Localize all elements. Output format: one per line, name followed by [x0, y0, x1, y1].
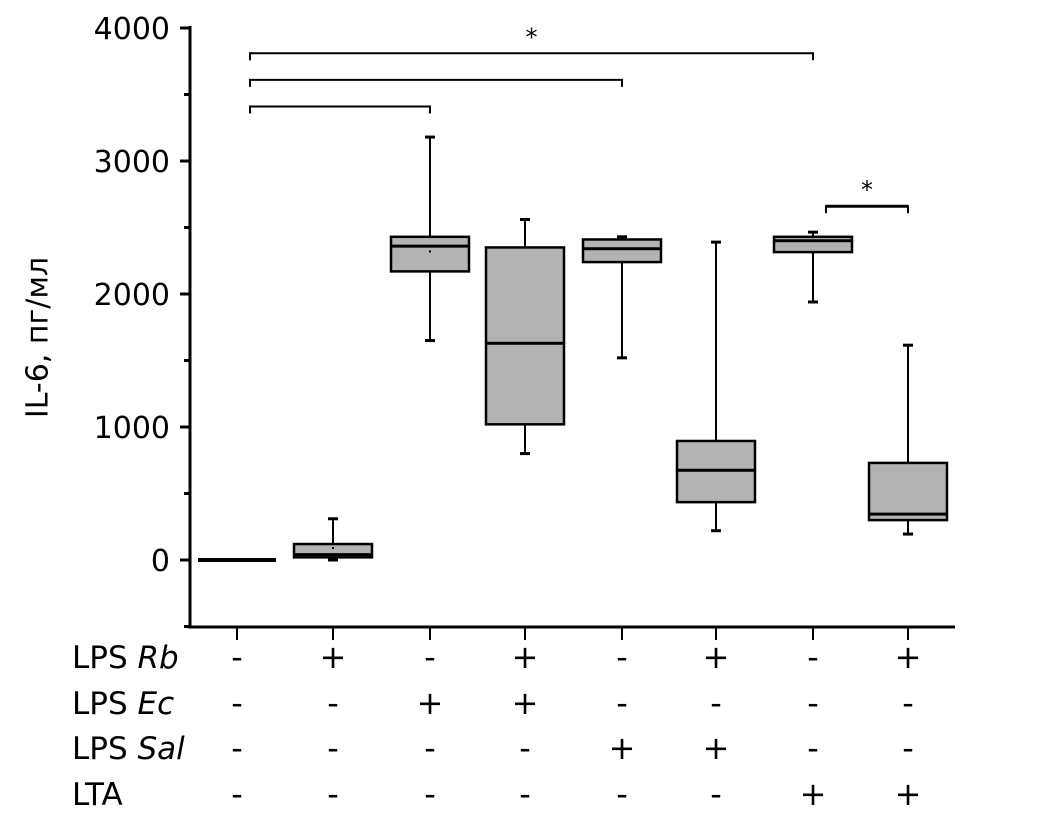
condition-label: LPS Rb: [72, 640, 179, 676]
condition-label: LPS Ec: [72, 686, 174, 722]
condition-sign: +: [894, 638, 922, 676]
condition-sign: -: [807, 638, 819, 676]
condition-sign: -: [327, 684, 339, 722]
condition-sign: +: [511, 638, 539, 676]
condition-prefix: LPS: [72, 731, 138, 767]
condition-sign: -: [327, 775, 339, 813]
condition-sign: +: [416, 684, 444, 722]
box: [389, 235, 471, 273]
y-tick-label: 4000: [94, 12, 170, 47]
y-tick-label: 2000: [94, 278, 170, 313]
condition-sign: -: [231, 775, 243, 813]
y-axis-label: IL-6, пг/мл: [20, 256, 56, 419]
significance-label: *: [861, 176, 873, 204]
mean-marker: [429, 250, 431, 253]
y-tick-label: 0: [151, 544, 170, 579]
condition-sign: -: [902, 684, 914, 722]
condition-sign: -: [231, 684, 243, 722]
condition-italic: Ec: [137, 686, 175, 722]
condition-sign: +: [894, 775, 922, 813]
box: [772, 235, 854, 254]
box: [581, 238, 663, 264]
condition-sign: -: [424, 775, 436, 813]
condition-sign: -: [519, 775, 531, 813]
y-tick-label: 1000: [94, 411, 170, 446]
condition-sign: -: [807, 684, 819, 722]
condition-sign: -: [616, 775, 628, 813]
condition-sign: -: [807, 729, 819, 767]
condition-sign: -: [710, 775, 722, 813]
condition-sign: -: [902, 729, 914, 767]
condition-sign: -: [616, 638, 628, 676]
condition-sign: -: [616, 684, 628, 722]
box: [867, 461, 949, 522]
condition-italic: Rb: [137, 640, 179, 676]
condition-prefix: LTA: [72, 777, 123, 813]
y-tick-label: 3000: [94, 145, 170, 180]
condition-label: LPS Sal: [72, 731, 185, 767]
condition-sign: +: [702, 729, 730, 767]
condition-prefix: LPS: [72, 686, 138, 722]
condition-label: LTA: [72, 777, 123, 813]
condition-prefix: LPS: [72, 640, 138, 676]
condition-sign: +: [608, 729, 636, 767]
condition-sign: +: [702, 638, 730, 676]
mean-marker: [332, 547, 334, 550]
condition-sign: -: [327, 729, 339, 767]
condition-sign: -: [519, 729, 531, 767]
condition-italic: Sal: [137, 731, 185, 767]
condition-sign: -: [424, 729, 436, 767]
significance-label: *: [526, 23, 538, 51]
condition-sign: +: [799, 775, 827, 813]
condition-sign: +: [319, 638, 347, 676]
condition-sign: -: [710, 684, 722, 722]
condition-sign: +: [511, 684, 539, 722]
box: [484, 246, 566, 426]
condition-sign: -: [424, 638, 436, 676]
condition-sign: -: [231, 729, 243, 767]
condition-sign: -: [231, 638, 243, 676]
